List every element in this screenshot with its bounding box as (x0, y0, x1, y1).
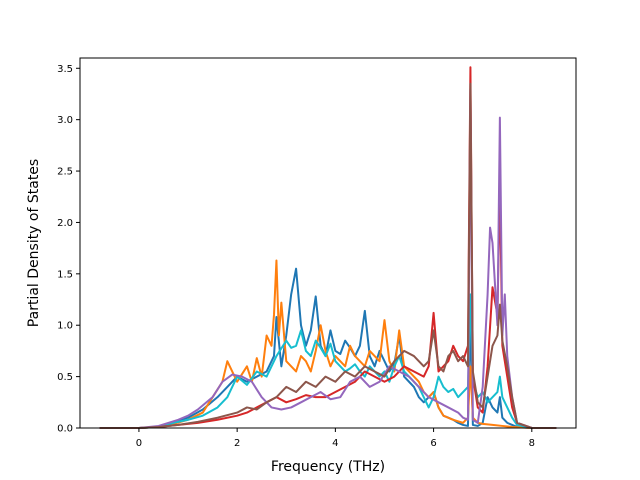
y-tick-label: 3.5 (57, 64, 73, 75)
x-tick-label: 0 (136, 438, 142, 449)
series-layer (99, 66, 557, 429)
x-ticks: 0 2 4 6 8 (136, 428, 535, 449)
y-tick-label: 1.5 (57, 269, 73, 280)
y-tick-label: 3.0 (57, 115, 73, 126)
series-line-5 (99, 87, 557, 429)
y-tick-label: 2.0 (57, 218, 73, 229)
y-tick-label: 0.5 (57, 372, 73, 383)
x-axis-label: Frequency (THz) (271, 459, 385, 475)
series-line-3 (99, 293, 557, 429)
x-tick-label: 4 (332, 438, 338, 449)
x-tick-label: 8 (529, 438, 535, 449)
y-tick-label: 0.0 (57, 424, 73, 435)
y-ticks: 0.0 0.5 1.0 1.5 2.0 2.5 3.0 3.5 (57, 64, 80, 435)
y-tick-label: 2.5 (57, 167, 73, 178)
series-line-4 (99, 66, 557, 429)
x-tick-label: 6 (430, 438, 436, 449)
y-axis-label: Partial Density of States (26, 159, 42, 327)
series-line-1 (99, 267, 557, 429)
y-tick-label: 1.0 (57, 321, 73, 332)
x-tick-label: 2 (234, 438, 240, 449)
series-line-6 (99, 82, 557, 429)
series-line-2 (99, 259, 557, 429)
plot-frame (79, 57, 577, 429)
